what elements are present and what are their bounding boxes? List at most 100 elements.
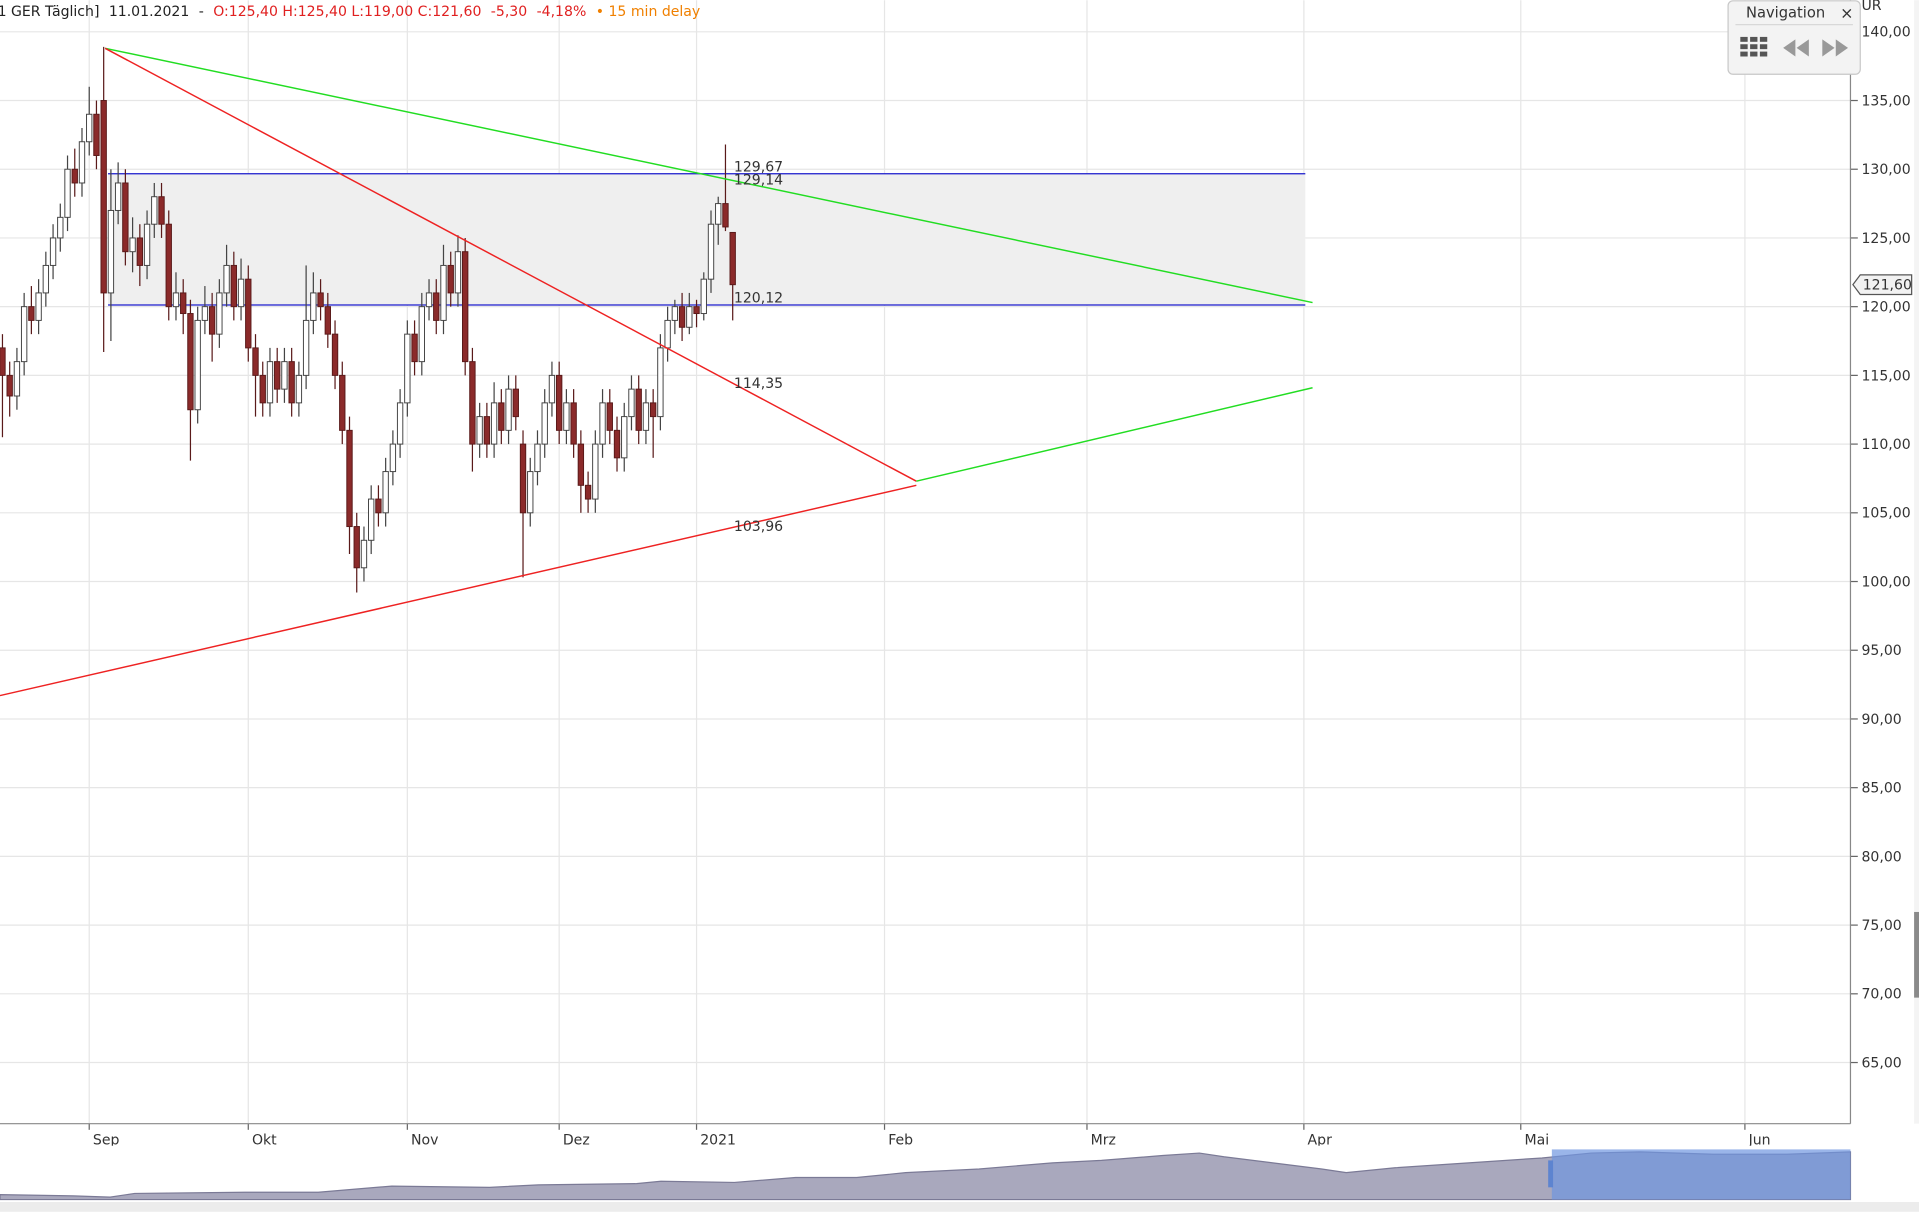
y-unit: UR	[1861, 0, 1881, 14]
candle-body	[635, 388, 642, 431]
candle-body	[64, 168, 71, 218]
plot: 129,67 120,12 129,14 114,35 103,96	[0, 46, 1313, 697]
candle-body	[151, 196, 158, 225]
candle-body	[541, 402, 548, 445]
candle-body	[295, 374, 303, 404]
candle-body	[664, 319, 671, 349]
candle-body	[440, 264, 447, 321]
candle-body	[490, 402, 498, 445]
candle-body	[339, 374, 346, 431]
candle-body	[693, 306, 700, 315]
candle-body	[201, 306, 209, 321]
candle-body	[527, 471, 534, 514]
x-tick-label: Feb	[888, 1132, 913, 1148]
candle-body	[686, 306, 693, 328]
candle-body	[592, 443, 599, 500]
y-tick-label: 120,00	[1861, 300, 1910, 316]
y-tick-label: 115,00	[1861, 368, 1910, 384]
panel-close[interactable]: ×	[1840, 4, 1853, 23]
candle-body	[353, 526, 360, 569]
panel-title: Navigation	[1746, 4, 1825, 21]
candle-body	[577, 443, 585, 486]
candle-body	[237, 278, 245, 308]
candle-body	[252, 347, 259, 376]
candle-body	[180, 292, 187, 315]
candle-body	[621, 416, 628, 459]
candle-body	[657, 347, 664, 418]
candle-body	[57, 216, 64, 239]
y-tick-label: 85,00	[1861, 781, 1901, 797]
candle-body	[114, 182, 122, 211]
ohlc: O:125,40 H:125,40 L:119,00 C:121,60	[213, 4, 481, 20]
symbol: 1 GER Täglich]	[0, 4, 99, 20]
candle-body	[447, 264, 454, 294]
candle-body	[317, 292, 324, 308]
candle-body	[165, 223, 172, 308]
last-price-label: 121,60	[1863, 278, 1912, 294]
candle-body	[93, 113, 100, 156]
candle-body	[628, 388, 635, 418]
candle-body	[122, 182, 129, 253]
candle-body	[331, 333, 339, 376]
candle-body	[483, 416, 491, 445]
candle-body	[288, 361, 295, 404]
candle-body	[707, 223, 715, 280]
candle-body	[375, 498, 382, 514]
candle-body	[425, 292, 433, 308]
candle-body	[136, 237, 144, 266]
grid	[0, 0, 1851, 1124]
candle-body	[389, 443, 397, 473]
candle-body	[411, 333, 418, 363]
candle-body	[396, 402, 404, 445]
forward-icon[interactable]	[1822, 39, 1849, 57]
x-tick-label: Mrz	[1091, 1132, 1116, 1148]
candle-body	[143, 223, 151, 266]
x-tick-label: Dez	[563, 1132, 590, 1148]
candle-body	[700, 278, 707, 315]
x-tick-label: Apr	[1308, 1132, 1333, 1148]
candle-body	[245, 278, 252, 349]
candle-body	[324, 306, 331, 335]
navigator-selection[interactable]	[1551, 1149, 1851, 1200]
candle-body	[187, 313, 194, 411]
candle-body	[78, 141, 86, 184]
trendline-label: 129,14	[734, 173, 783, 189]
candle-body	[71, 168, 78, 184]
candle-body	[671, 306, 679, 321]
candle-body	[259, 374, 266, 404]
candle-body	[223, 264, 230, 294]
candle-body	[462, 251, 469, 363]
grid-icon[interactable]	[1740, 36, 1768, 57]
y-tick-label: 130,00	[1861, 162, 1910, 178]
candle-body	[433, 292, 440, 321]
candle-body	[360, 539, 368, 569]
side-scroll-thumb[interactable]	[1914, 911, 1919, 998]
y-tick-label: 135,00	[1861, 93, 1910, 109]
y-tick-label: 70,00	[1861, 987, 1901, 1003]
candle-body	[642, 402, 650, 431]
rewind-icon[interactable]	[1783, 39, 1809, 57]
y-tick-label: 75,00	[1861, 918, 1901, 934]
scrollbar[interactable]	[0, 1202, 1919, 1212]
candle-body	[368, 498, 375, 541]
candle-body	[599, 402, 606, 445]
candle-body	[6, 374, 13, 397]
navigator[interactable]	[0, 1145, 1919, 1212]
x-tick-label: 2021	[700, 1132, 736, 1148]
separator: -	[199, 4, 204, 20]
trendline	[0, 484, 917, 697]
candle-body	[346, 429, 353, 528]
candle-body	[498, 402, 505, 431]
y-tick-label: 100,00	[1861, 574, 1910, 590]
candle-body	[274, 361, 281, 390]
side-scrollbar[interactable]	[1914, 0, 1919, 1124]
navigation-panel: Navigation ×	[1727, 0, 1861, 75]
header: 1 GER Täglich] 11.01.2021 - O:125,40 H:1…	[0, 4, 700, 20]
candle-body	[194, 319, 201, 411]
candle-body	[13, 361, 21, 397]
candle-body	[570, 402, 577, 445]
candle-body	[548, 374, 556, 404]
navigator-handle[interactable]	[1548, 1160, 1554, 1188]
